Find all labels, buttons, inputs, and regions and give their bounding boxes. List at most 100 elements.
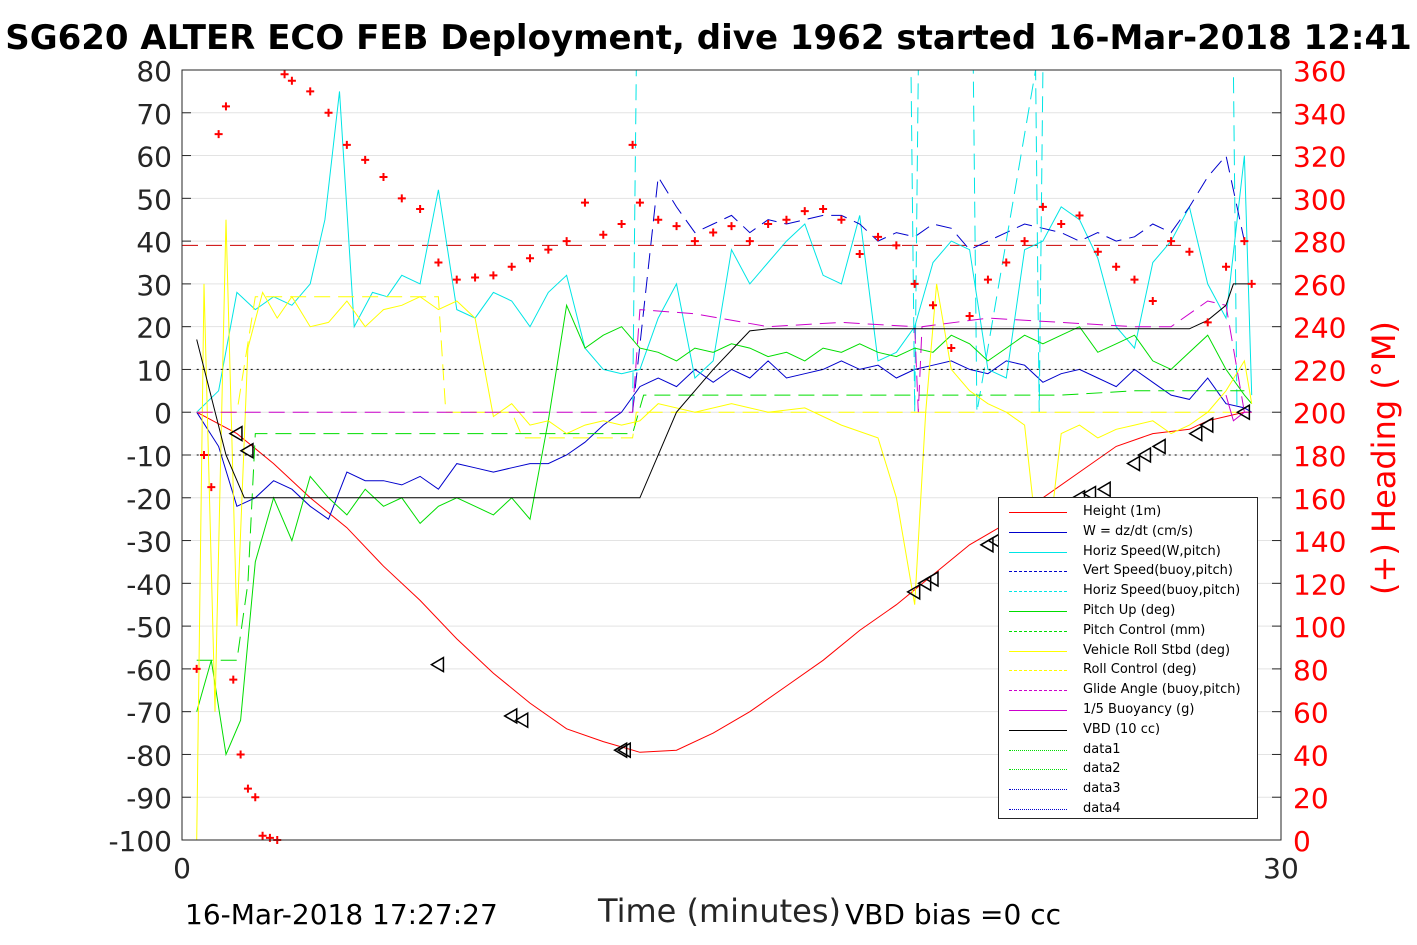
dive-marker	[514, 711, 529, 729]
heading-marker	[1148, 297, 1157, 305]
heading-marker	[837, 215, 846, 224]
dive-marker	[1125, 455, 1141, 472]
heading-marker	[265, 833, 274, 842]
left-tick-label: 50	[136, 183, 172, 216]
legend-item-data1: data1	[1007, 740, 1255, 760]
legend-swatch	[1009, 591, 1067, 593]
heading-marker	[416, 205, 425, 214]
legend-swatch	[1009, 611, 1067, 612]
heading-marker	[1247, 279, 1256, 288]
heading-marker	[544, 245, 553, 254]
vbd-bias-label: VBD bias =0 cc	[845, 898, 1061, 931]
dive-marker	[503, 707, 518, 725]
heading-marker	[654, 215, 663, 224]
left-tick-label: -60	[126, 654, 172, 687]
heading-marker	[764, 220, 773, 228]
series-line-pitch_control	[196, 390, 1245, 661]
heading-marker	[1002, 258, 1011, 267]
right-tick-label: 180	[1293, 440, 1346, 473]
x-axis-label: Time (minutes)	[598, 892, 841, 930]
heading-marker	[199, 451, 208, 459]
heading-marker	[910, 279, 919, 288]
heading-marker	[229, 675, 238, 684]
dive-marker	[906, 583, 921, 601]
legend-label: Pitch Control (mm)	[1083, 622, 1206, 638]
right-tick-label: 280	[1293, 226, 1346, 259]
series-line-roll_control	[196, 296, 1252, 439]
heading-marker	[892, 241, 901, 250]
heading-marker	[1240, 237, 1249, 246]
heading-marker	[562, 237, 571, 246]
right-tick-label: 60	[1293, 697, 1329, 730]
heading-marker	[599, 230, 608, 239]
heading-marker	[727, 222, 736, 231]
legend-item-height: Height (1m)	[1007, 502, 1255, 522]
legend-label: VBD (10 cc)	[1083, 721, 1161, 737]
right-tick-label: 340	[1293, 98, 1346, 131]
heading-marker	[1130, 275, 1139, 284]
left-tick-label: 40	[136, 226, 172, 259]
heading-marker	[745, 237, 754, 246]
left-tick-label: 20	[136, 312, 172, 345]
legend-item-pitch_control: Pitch Control (mm)	[1007, 621, 1255, 641]
right-tick-label: 80	[1293, 654, 1329, 687]
legend-label: Height (1m)	[1083, 504, 1162, 519]
legend-swatch	[1009, 630, 1067, 632]
series-line-buoyancy	[1225, 394, 1252, 422]
legend-label: data3	[1083, 781, 1121, 797]
right-tick-label: 200	[1293, 397, 1346, 430]
heading-marker	[361, 155, 370, 164]
heading-marker	[452, 275, 461, 284]
heading-marker	[214, 130, 223, 139]
left-tick-label: -100	[108, 825, 172, 858]
series-line-glide_angle	[196, 300, 1252, 413]
right-tick-label: 220	[1293, 354, 1346, 387]
heading-marker	[397, 194, 406, 203]
right-tick-label: 0	[1293, 825, 1311, 858]
heading-marker	[983, 275, 992, 284]
heading-marker	[471, 273, 480, 282]
marker-layer	[192, 70, 1256, 844]
heading-marker	[507, 262, 516, 271]
heading-marker	[709, 228, 718, 237]
heading-marker	[580, 198, 589, 207]
dive-marker	[1188, 425, 1203, 442]
series-line-height	[196, 411, 1252, 753]
dive-marker	[429, 656, 445, 673]
heading-marker	[251, 793, 260, 802]
dive-marker	[917, 575, 932, 592]
legend-swatch	[1009, 789, 1067, 791]
left-tick-label: -90	[126, 782, 172, 815]
heading-marker	[1185, 247, 1194, 256]
series-line-roll	[196, 219, 1253, 841]
right-tick-label: 300	[1293, 183, 1346, 216]
legend-item-horiz_speed: Horiz Speed(W,pitch)	[1007, 542, 1255, 562]
legend-swatch	[1009, 769, 1067, 771]
legend-label: Glide Angle (buoy,pitch)	[1083, 682, 1241, 698]
chart-title: SG620 ALTER ECO FEB Deployment, dive 196…	[5, 18, 1412, 58]
heading-marker	[928, 301, 937, 310]
legend-item-vbd: VBD (10 cc)	[1007, 720, 1255, 740]
legend-label: Vert Speed(buoy,pitch)	[1083, 563, 1233, 579]
heading-marker	[1093, 247, 1102, 256]
legend-label: Pitch Up (deg)	[1083, 603, 1176, 618]
heading-marker	[236, 750, 245, 759]
legend-item-buoyancy: 1/5 Buoyancy (g)	[1007, 700, 1255, 720]
right-tick-label: 240	[1293, 312, 1346, 345]
x-tick-label: 0	[173, 852, 191, 885]
axis-layer: 80706050403020100-10-20-30-40-50-60-70-8…	[108, 55, 1346, 885]
left-tick-label: 80	[136, 55, 172, 88]
legend-swatch	[1009, 650, 1067, 652]
x-tick-label: 30	[1263, 852, 1299, 885]
legend-item-pitch_up: Pitch Up (deg)	[1007, 601, 1255, 621]
dive-marker	[924, 570, 939, 588]
left-tick-label: 60	[136, 141, 172, 174]
dive-marker	[1199, 416, 1214, 434]
heading-marker	[672, 222, 681, 231]
series-line-horiz_speed	[196, 91, 1253, 413]
legend-item-data4: data4	[1007, 799, 1255, 819]
heading-marker	[1038, 202, 1047, 211]
heading-marker	[1075, 211, 1084, 220]
legend-swatch	[1009, 729, 1067, 731]
legend-swatch	[1009, 670, 1067, 672]
